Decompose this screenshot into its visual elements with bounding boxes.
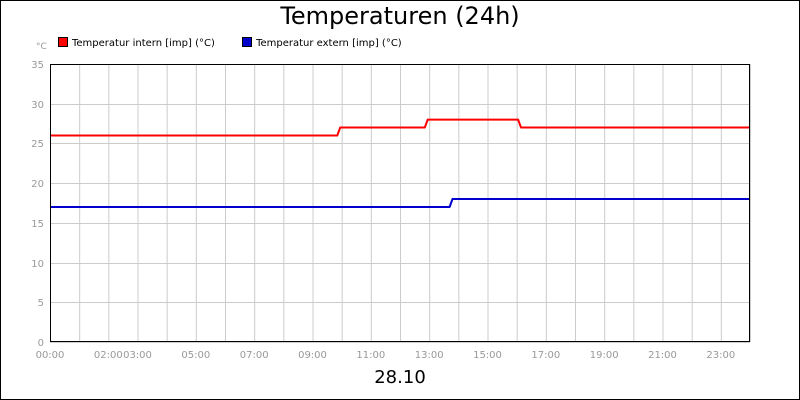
y-tick-label: 30 <box>31 100 44 111</box>
y-tick-label: 35 <box>31 60 44 71</box>
y-tick-label: 10 <box>31 259 44 270</box>
legend-item-intern: Temperatur intern [imp] (°C) <box>58 37 215 49</box>
legend-item-extern: Temperatur extern [imp] (°C) <box>242 37 402 49</box>
legend-label-intern: Temperatur intern [imp] (°C) <box>72 38 215 49</box>
x-tick-label: 11:00 <box>356 350 385 361</box>
x-tick-label: 07:00 <box>240 350 269 361</box>
x-tick-label: 02:00 <box>94 350 123 361</box>
x-tick-label: 17:00 <box>531 350 560 361</box>
legend-swatch-extern <box>242 37 253 47</box>
x-axis-label: 28.10 <box>374 367 426 388</box>
y-tick-label: 15 <box>31 219 44 230</box>
legend-label-extern: Temperatur extern [imp] (°C) <box>256 38 402 49</box>
series-line-0 <box>50 118 750 137</box>
x-tick-label: 09:00 <box>298 350 327 361</box>
x-tick-label: 21:00 <box>648 350 677 361</box>
x-tick-label: 05:00 <box>181 350 210 361</box>
x-tick-label: 00:00 <box>36 350 65 361</box>
legend-swatch-intern <box>58 37 68 47</box>
x-tick-label: 23:00 <box>706 350 735 361</box>
x-tick-label: 13:00 <box>415 350 444 361</box>
x-tick-label: 03:00 <box>123 350 152 361</box>
chart-title: Temperaturen (24h) <box>280 2 520 30</box>
y-tick-label: 20 <box>31 179 44 190</box>
y-tick-label: 25 <box>31 139 44 150</box>
plot-border <box>50 64 750 342</box>
y-tick-label: 0 <box>38 338 44 349</box>
y-axis-unit: °C <box>36 42 47 52</box>
y-tick-label: 5 <box>38 298 44 309</box>
legend: Temperatur intern [imp] (°C) Temperatur … <box>58 37 426 49</box>
series-line-1 <box>50 198 750 208</box>
x-tick-label: 19:00 <box>590 350 619 361</box>
x-tick-label: 15:00 <box>473 350 502 361</box>
